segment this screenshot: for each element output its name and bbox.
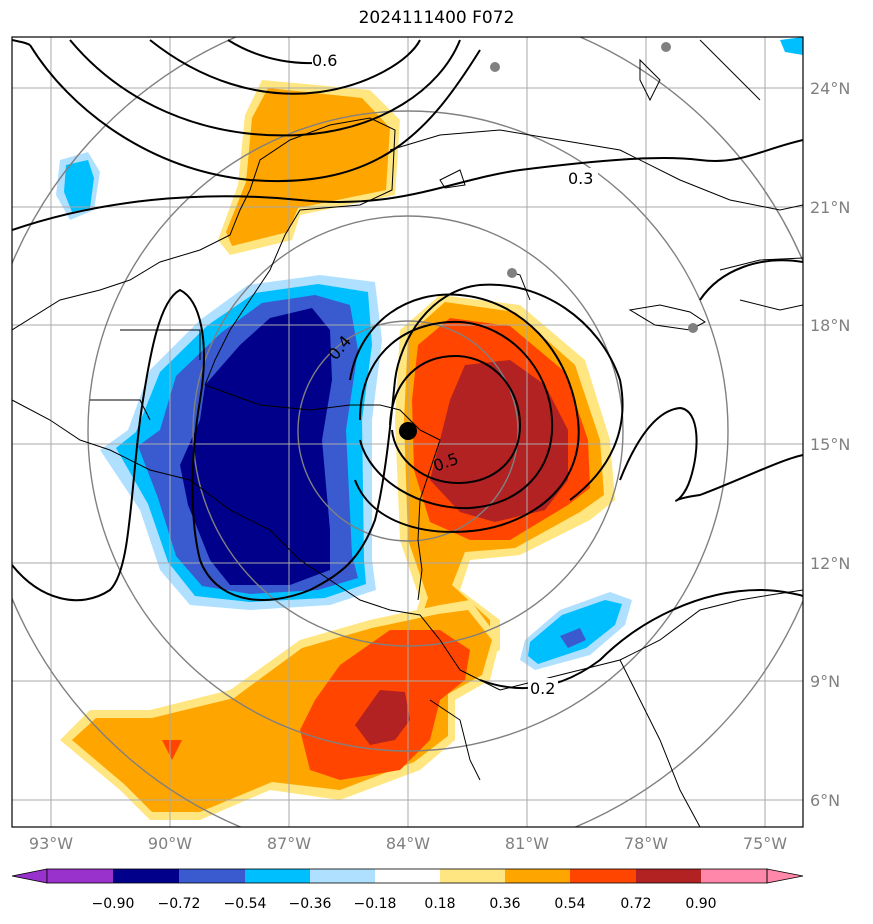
- colorbar-tick-label: −0.36: [289, 896, 332, 912]
- black-contours: [12, 39, 803, 690]
- colorbar-tick-label: 0.18: [424, 896, 455, 912]
- colorbar-tick-label: −0.72: [158, 896, 201, 912]
- colorbar-segment: [245, 869, 310, 883]
- south-america-coast: [499, 589, 803, 691]
- map-title: 2024111400 F072: [358, 8, 515, 28]
- colorbar-segment: [47, 869, 113, 883]
- lon-label: 78°W: [624, 834, 668, 853]
- lon-label: 81°W: [505, 834, 549, 853]
- lat-label: 24°N: [810, 79, 850, 98]
- lat-label: 12°N: [810, 554, 850, 573]
- jamaica-coast: [628, 304, 706, 331]
- colorbar-segment: [179, 869, 245, 883]
- colorbar-max-extension: [766, 868, 804, 884]
- colorbar-tick-label: −0.90: [92, 896, 135, 912]
- lat-label: 18°N: [810, 316, 850, 335]
- cuba-coast: [389, 129, 803, 211]
- contour-label-0-2: 0.2: [530, 679, 555, 698]
- colorbar-segment: [636, 869, 701, 883]
- latitude-labels: 24°N 21°N 18°N 15°N 12°N 9°N 6°N: [810, 79, 850, 810]
- contour-label-0-3: 0.3: [568, 169, 593, 188]
- plot-frame: [11, 36, 804, 828]
- negative-core: [180, 308, 332, 585]
- lon-label: 90°W: [148, 834, 192, 853]
- colorbar-tick-label: −0.54: [224, 896, 267, 912]
- lat-label: 6°N: [810, 791, 840, 810]
- contour-label-0-6: 0.6: [312, 51, 337, 70]
- lon-label: 84°W: [386, 834, 430, 853]
- colorbar-segment: [310, 869, 375, 883]
- colorbar-tick-label: 0.54: [554, 896, 585, 912]
- contour-0-5: [359, 320, 554, 510]
- central-america-coast: [12, 399, 501, 691]
- storm-center-marker: [399, 422, 417, 440]
- colorbar-segment: [375, 869, 440, 883]
- contour-0-6: [69, 39, 461, 137]
- lon-label: 87°W: [267, 834, 311, 853]
- longitude-labels: 93°W 90°W 87°W 84°W 81°W 78°W 75°W: [29, 834, 787, 853]
- colorbar-segment: [440, 869, 505, 883]
- colorbar: −0.90 −0.72 −0.54 −0.36 −0.18 0.18 0.36 …: [11, 868, 804, 912]
- coastlines: [12, 39, 803, 827]
- contour-0-3: [12, 139, 803, 231]
- colorbar-tick-label: 0.72: [620, 896, 651, 912]
- positive-core: [430, 360, 568, 522]
- colorbar-tick-label: 0.36: [489, 896, 520, 912]
- colorbar-tick-label: −0.18: [354, 896, 397, 912]
- colorbar-tick-label: 0.90: [685, 896, 716, 912]
- colorbar-min-extension: [11, 868, 48, 884]
- lat-label: 15°N: [810, 435, 850, 454]
- colorbar-segment: [505, 869, 570, 883]
- lon-label: 93°W: [29, 834, 73, 853]
- lon-label: 75°W: [743, 834, 787, 853]
- contour-0-4: [12, 283, 624, 602]
- lat-label: 9°N: [810, 672, 840, 691]
- hispaniola-coast: [719, 257, 803, 271]
- yucatan-coast: [12, 117, 396, 386]
- station-markers: [490, 42, 698, 333]
- colorbar-segment: [570, 869, 636, 883]
- honduras-coast: [204, 384, 441, 601]
- range-rings: [12, 37, 803, 827]
- lat-label: 21°N: [810, 198, 850, 217]
- colorbar-segment: [701, 869, 767, 883]
- colorbar-segment: [113, 869, 179, 883]
